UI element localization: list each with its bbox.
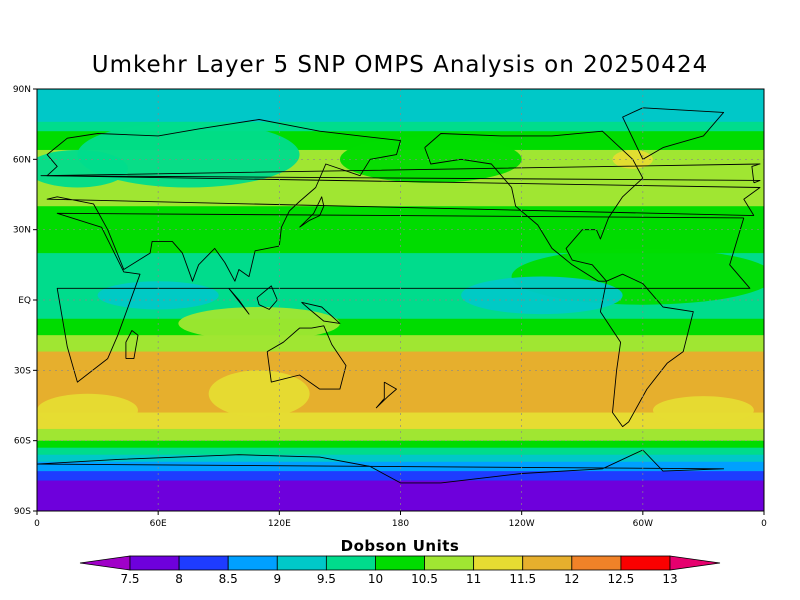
lat-tick-label: 90S: [14, 507, 31, 517]
colorbar-tick-label: 12.5: [608, 572, 635, 586]
lon-tick-label: 60W: [633, 519, 653, 529]
coastline: [299, 196, 325, 228]
colorbar-tick-label: 7.5: [120, 572, 139, 586]
ozone-band: [37, 89, 764, 123]
colorbar-tick-label: 11.5: [509, 572, 536, 586]
colorbar-tick-label: 9.5: [317, 572, 336, 586]
ozone-band: [37, 428, 764, 442]
ozone-regional-patches: [37, 121, 764, 427]
colorbar-swatch: [129, 555, 180, 571]
lat-tick-label: 30N: [13, 226, 31, 236]
ozone-patch: [178, 307, 340, 340]
colorbar-title: Dobson Units: [340, 537, 460, 555]
colorbar: 7.5 8 8.5 9 9.5 10 10.5 11 11.5 12 12.5 13: [79, 555, 721, 586]
ozone-patch: [37, 393, 138, 427]
colorbar-swatch: [473, 555, 524, 571]
colorbar-tick-label: 10: [368, 572, 383, 586]
colorbar-max-arrow: [669, 555, 721, 571]
colorbar-tick-label: 10.5: [411, 572, 438, 586]
graticule: [37, 89, 764, 511]
colorbar-swatch: [571, 555, 622, 571]
colorbar-tick-label: 11: [466, 572, 481, 586]
coastline: [375, 381, 397, 409]
colorbar-swatch: [325, 555, 376, 571]
coastline: [424, 130, 644, 282]
coastline: [46, 119, 761, 282]
colorbar-tick-label: 8.5: [219, 572, 238, 586]
colorbar-tick-label: 13: [662, 572, 677, 586]
lat-tick-label: 90N: [13, 85, 31, 95]
lat-tick-label: 30S: [14, 366, 31, 376]
coastline: [37, 449, 725, 484]
lon-tick-label: 60E: [150, 519, 167, 529]
coastline: [256, 285, 278, 310]
ozone-patch: [339, 135, 522, 183]
colorbar-swatch: [424, 555, 475, 571]
colorbar-min-arrow: [79, 555, 131, 571]
ozone-patch: [461, 276, 623, 315]
colorbar-swatch: [276, 555, 327, 571]
ozone-patch: [77, 121, 300, 188]
ozone-patch: [208, 370, 310, 418]
colorbar-swatch: [178, 555, 229, 571]
colorbar-swatch: [522, 555, 573, 571]
lat-tick-label: 60N: [13, 155, 31, 165]
map-title: Umkehr Layer 5 SNP OMPS Analysis on 2025…: [91, 52, 709, 78]
ozone-patch: [37, 149, 128, 188]
ozone-band: [37, 454, 764, 463]
longitude-axis: 0 60E 120E 180 120W 60W 0: [34, 511, 767, 529]
ozone-band: [37, 471, 764, 482]
coastline: [622, 107, 725, 160]
coastline: [56, 212, 751, 383]
coastline: [301, 301, 341, 324]
ozone-patch: [652, 396, 754, 425]
lon-tick-label: 120W: [509, 519, 535, 529]
colorbar-swatch: [620, 555, 671, 571]
lon-tick-label: 0: [761, 519, 767, 529]
lon-tick-label: 0: [34, 519, 40, 529]
coastline: [40, 163, 761, 184]
coastline: [228, 288, 250, 315]
coastlines: [37, 107, 761, 484]
colorbar-swatch: [227, 555, 278, 571]
ozone-band: [37, 447, 764, 456]
lon-tick-label: 180: [392, 519, 409, 529]
lat-tick-label: EQ: [18, 296, 31, 306]
coastline: [599, 273, 694, 428]
lon-tick-label: 120E: [268, 519, 291, 529]
colorbar-tick-label: 12: [564, 572, 579, 586]
latitude-axis: 90N 60N 30N EQ 30S 60S 90S: [13, 85, 37, 517]
colorbar-swatch: [375, 555, 425, 571]
coastline: [125, 330, 139, 360]
plot-area: [37, 89, 764, 511]
coastline: [266, 325, 347, 390]
colorbar-tick-label: 9: [273, 572, 281, 586]
lat-tick-label: 60S: [14, 437, 31, 447]
colorbar-tick-label: 8: [175, 572, 183, 586]
ozone-band: [37, 318, 764, 336]
ozone-band: [37, 335, 764, 353]
